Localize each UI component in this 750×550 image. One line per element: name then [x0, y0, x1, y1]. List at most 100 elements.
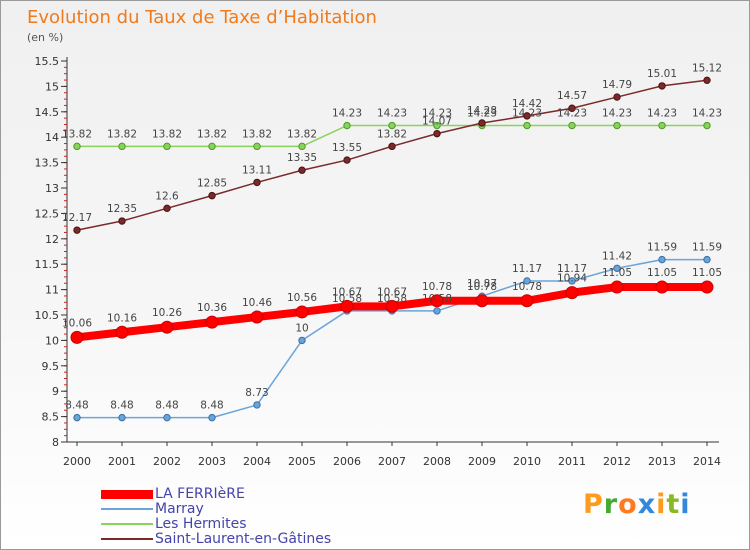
data-point — [658, 82, 666, 90]
data-label: 10.87 — [467, 278, 497, 290]
data-point — [118, 142, 126, 151]
x-tick-label: 2007 — [378, 455, 406, 468]
data-point — [163, 204, 171, 213]
legend-label: Les Hermites — [155, 516, 247, 532]
legend-swatch — [101, 523, 153, 525]
data-point — [703, 76, 711, 85]
series-line — [76, 79, 708, 231]
data-point — [208, 142, 216, 151]
data-point — [430, 294, 444, 308]
y-tick-label: 14.5 — [35, 106, 60, 119]
data-label: 10.58 — [332, 293, 362, 305]
data-label: 11.05 — [692, 267, 722, 279]
data-label: 8.73 — [245, 387, 268, 399]
data-label: 14.23 — [422, 108, 452, 120]
data-point — [520, 294, 534, 308]
legend-swatch — [101, 489, 153, 499]
data-point — [295, 305, 309, 319]
data-point — [658, 121, 666, 130]
data-point — [388, 142, 396, 151]
data-label: 10.56 — [287, 292, 317, 304]
data-point — [658, 255, 666, 264]
data-point — [253, 142, 261, 151]
data-point — [253, 401, 261, 409]
data-label: 13.82 — [242, 128, 272, 140]
y-axis-label: (en %) — [27, 31, 64, 44]
y-tick-label: 15.5 — [35, 55, 60, 68]
data-label: 14.07 — [422, 116, 452, 128]
data-label: 10.78 — [467, 281, 497, 293]
data-label: 13.82 — [152, 128, 182, 140]
y-tick-label: 9 — [52, 385, 59, 398]
y-tick-label: 13.5 — [35, 157, 60, 170]
data-point — [610, 280, 624, 294]
x-tick-label: 2009 — [468, 455, 496, 468]
logo-letter: r — [603, 489, 619, 520]
data-point — [523, 112, 531, 120]
data-point — [478, 119, 486, 127]
data-point — [160, 320, 174, 334]
data-point — [565, 286, 579, 300]
data-point — [298, 142, 306, 151]
data-point — [205, 315, 219, 329]
data-label: 14.79 — [602, 79, 632, 91]
x-tick-label: 2000 — [63, 455, 91, 468]
data-point — [70, 330, 84, 344]
data-labels-layer: 10.06 10.16 10.26 10.36 10.46 10.56 10.67 10.67… — [62, 62, 722, 411]
logo-letter: t — [666, 489, 681, 520]
x-tick-label: 2003 — [198, 455, 226, 468]
data-label: 14.23 — [647, 108, 677, 120]
data-point — [523, 121, 531, 130]
legend-item: Marray — [101, 501, 501, 517]
data-label: 14.23 — [467, 108, 497, 120]
data-label: 12.35 — [107, 203, 137, 215]
data-point — [433, 307, 441, 315]
x-tick-label: 2002 — [153, 455, 181, 468]
data-label: 14.23 — [692, 108, 722, 120]
data-label: 12.85 — [197, 178, 227, 190]
legend-label: LA FERRIèRE — [155, 486, 245, 502]
data-label: 13.82 — [197, 128, 227, 140]
x-tick-label: 2005 — [288, 455, 316, 468]
legend-label: Marray — [155, 501, 204, 517]
data-label: 10.36 — [197, 302, 227, 314]
data-label: 11.42 — [602, 250, 632, 262]
axes: 8 8.5 9 9.5 10 10.5 11 11.5 12 12.5 13 13.5 14 14.5 15… — [35, 55, 722, 468]
y-tick-label: 11.5 — [35, 258, 60, 271]
data-point — [523, 277, 531, 285]
y-tick-label: 13 — [45, 182, 59, 195]
data-point — [700, 280, 714, 294]
data-point — [388, 121, 396, 130]
data-label: 10.26 — [152, 307, 182, 319]
chart-title: Evolution du Taux de Taxe d’Habitation — [27, 7, 377, 28]
data-point — [568, 104, 576, 112]
data-point — [703, 121, 711, 130]
data-label: 12.17 — [62, 212, 92, 224]
data-label: 8.48 — [200, 400, 223, 412]
logo-letter: x — [637, 489, 657, 520]
data-point — [343, 156, 351, 164]
x-tick-label: 2004 — [243, 455, 271, 468]
data-point — [73, 142, 81, 151]
data-label: 14.23 — [557, 108, 587, 120]
data-label: 8.48 — [65, 400, 88, 412]
data-label: 15.12 — [692, 62, 722, 74]
data-point — [568, 277, 576, 285]
y-tick-label: 8 — [52, 436, 59, 449]
data-point — [73, 226, 81, 234]
logo-letter: i — [680, 489, 691, 520]
y-tick-label: 11 — [45, 284, 59, 297]
data-point — [655, 280, 669, 294]
data-label: 14.28 — [467, 105, 497, 117]
data-label: 15.01 — [647, 68, 677, 80]
data-point — [253, 178, 261, 187]
data-point — [385, 299, 399, 313]
y-tick-label: 9.5 — [42, 360, 60, 373]
data-point — [118, 413, 126, 422]
data-label: 11.17 — [557, 263, 587, 275]
data-point — [163, 142, 171, 151]
data-label: 10.46 — [242, 297, 272, 309]
data-label: 8.48 — [110, 400, 133, 412]
